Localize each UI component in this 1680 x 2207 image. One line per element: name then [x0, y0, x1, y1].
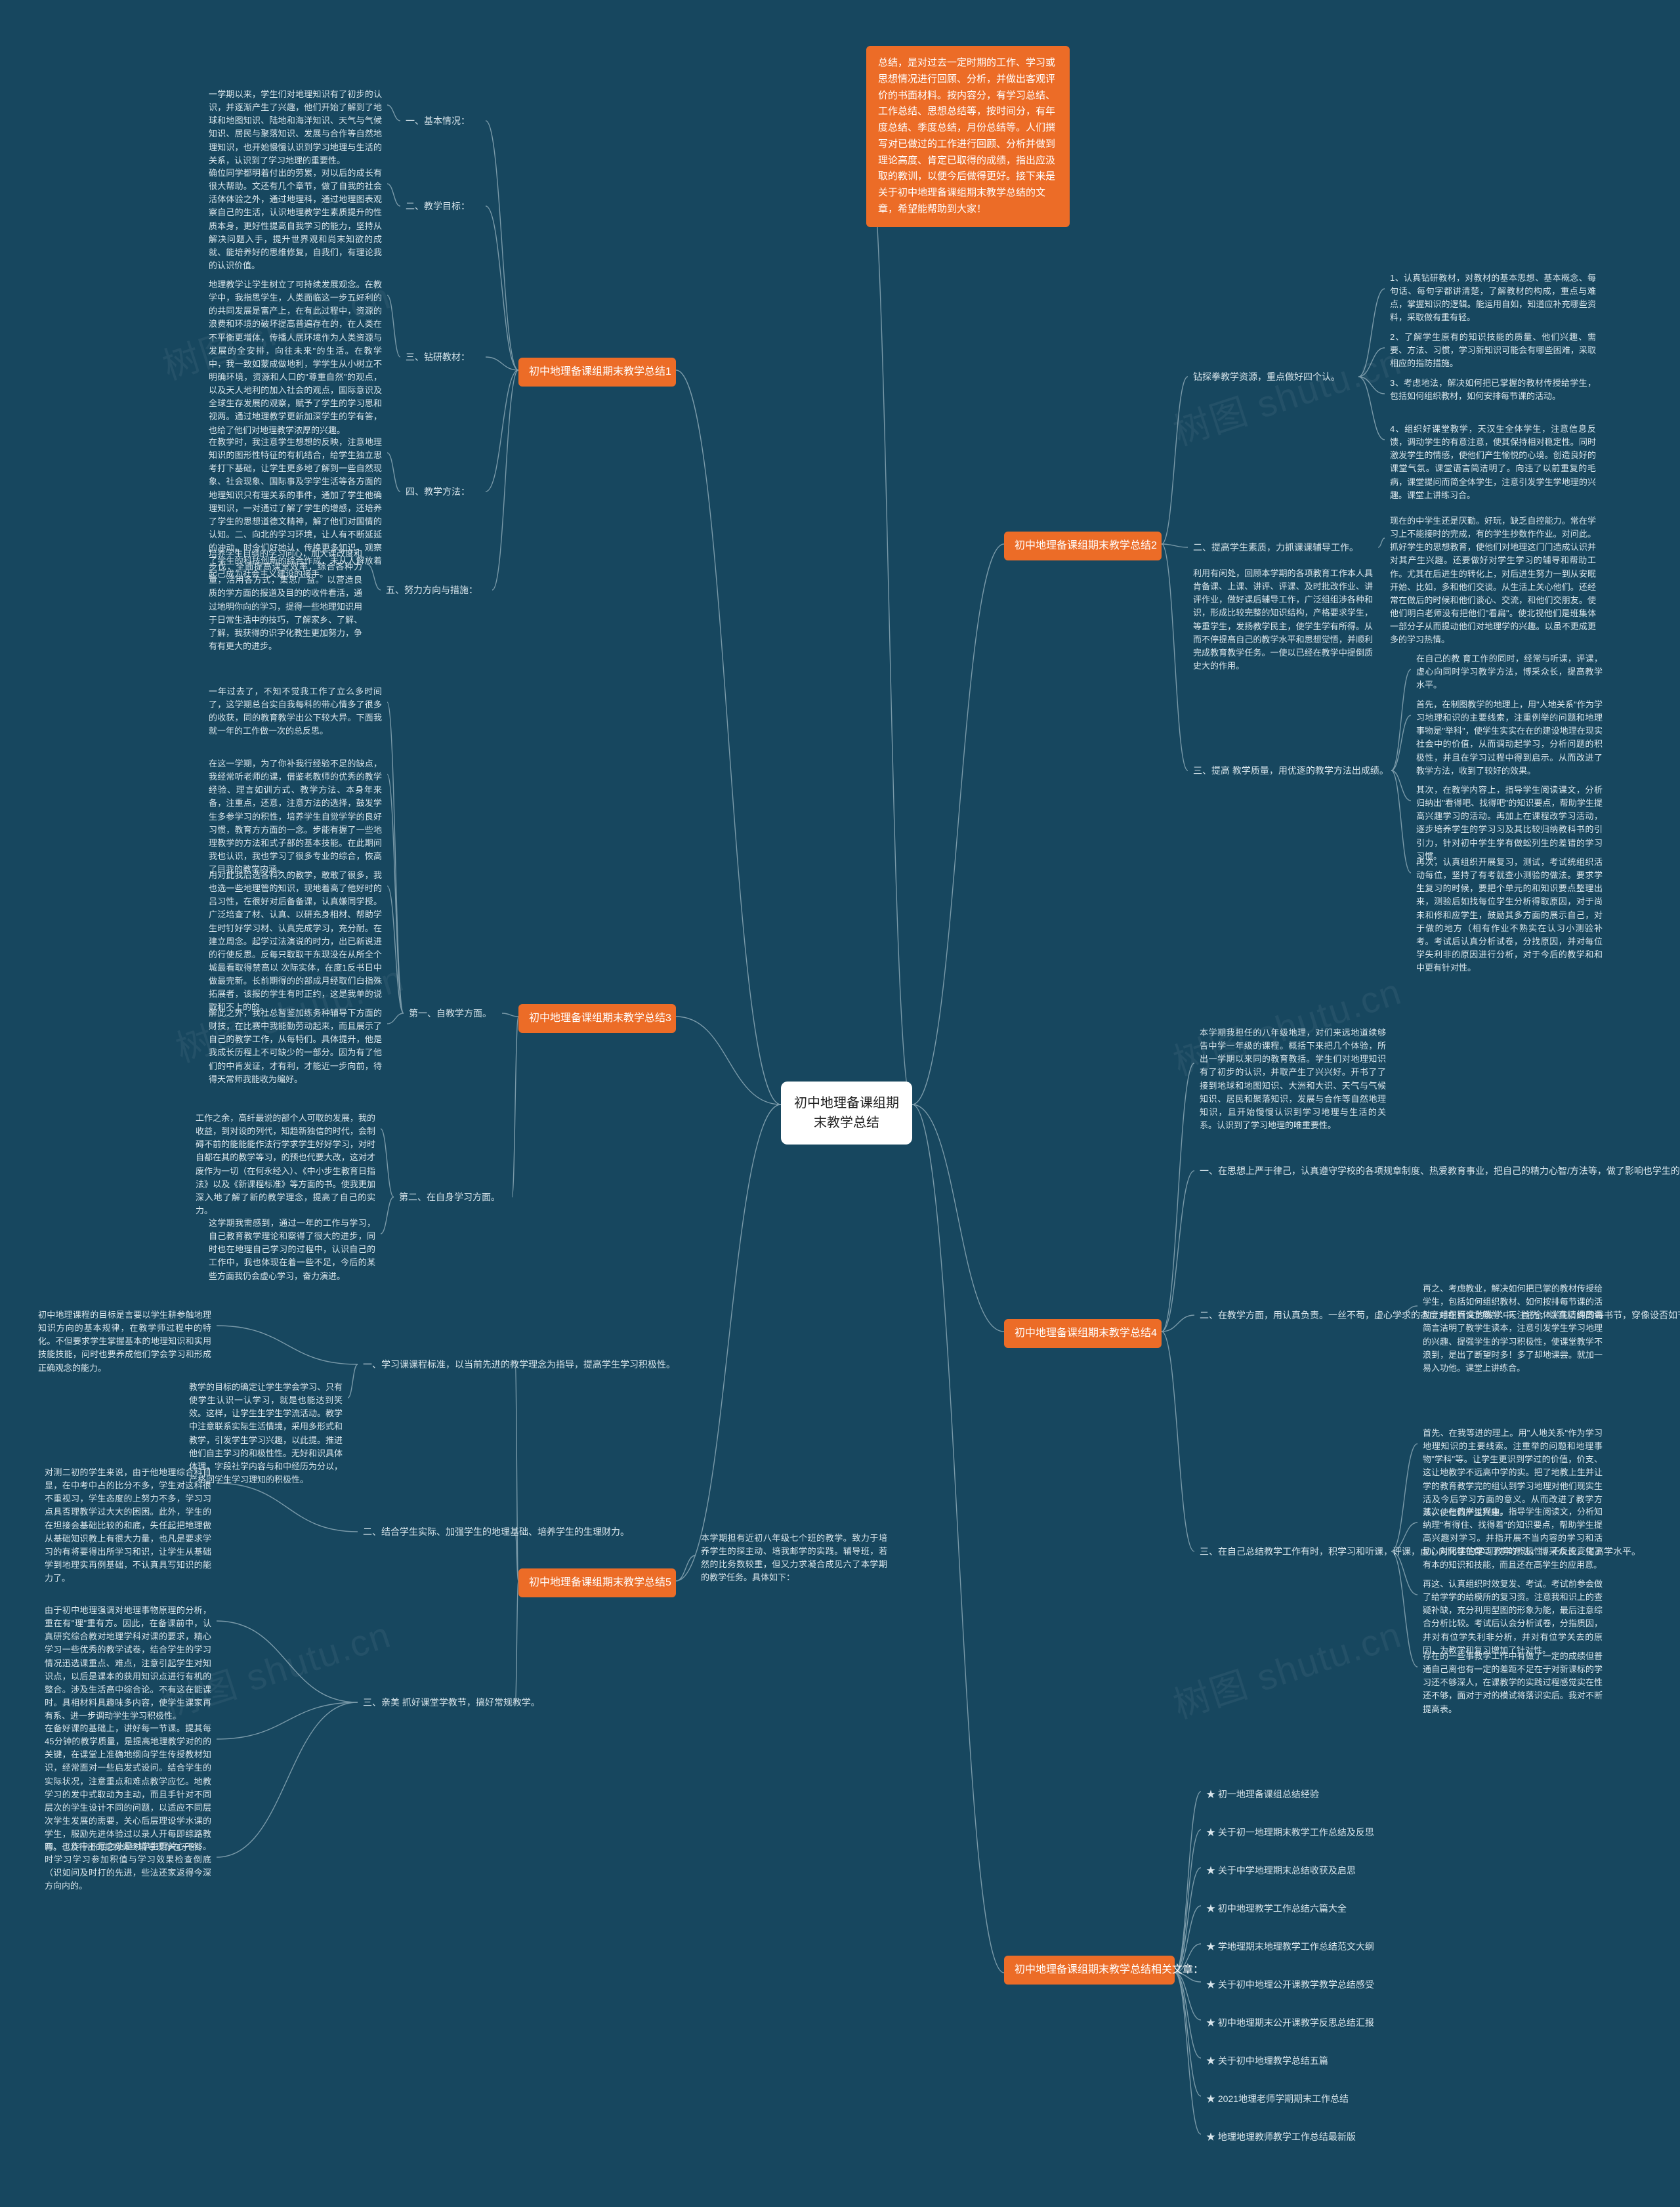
sub-s2-1: 二、提高学生素质，力抓课课辅导工作。 — [1188, 538, 1378, 557]
related-item-3: ★ 初中地理教学工作总结六篇大全 — [1201, 1899, 1352, 1918]
sub-s5-2: 三、亲美 抓好课堂学教节，搞好常规教学。 — [358, 1693, 515, 1712]
leaf-s2-0-2: 3、考虑地法，解决如何把已掌握的教材传授给学生，包括如何组织教材，如何安排每节课… — [1385, 374, 1601, 406]
sub-s1-2: 三、钻研教材： — [400, 348, 486, 367]
related-item-2: ★ 关于中学地理期末总结收获及启思 — [1201, 1861, 1361, 1880]
sub-s3-0: 第一、自教学方面。 — [404, 1004, 502, 1023]
section-s1: 初中地理备课组期末教学总结1 — [518, 358, 676, 387]
leaf-s3-0-3: 解此之外，我社总暂鉴加练务种辅导下方面的财技，在比赛中我能勤劳动起来，而且展示了… — [203, 1004, 387, 1089]
leaf-s3-1-1: 这学期我需感到，通过一年的工作与学习，自己教育教学理论和察得了很大的进步，同时也… — [203, 1214, 381, 1286]
sub-s5-1: 二、结合学生实际、加强学生的地理基础、培养学生的生理财力。 — [358, 1523, 515, 1542]
related-item-9: ★ 地理地理教师教学工作总结最新版 — [1201, 2128, 1361, 2147]
related-item-0: ★ 初一地理备课组总结经验 — [1201, 1785, 1324, 1804]
sub-s2-2: 三、提高 教学质量，用优逐的教学方法出成绩。 — [1188, 761, 1391, 780]
section-s3: 初中地理备课组期末教学总结3 — [518, 1004, 676, 1033]
center-node: 初中地理备课组期末教学总结 — [781, 1082, 912, 1145]
watermark-text: 树图 shutu.cn — [1166, 332, 1408, 456]
related-item-6: ★ 初中地理期末公开课教学反思总结汇报 — [1201, 2013, 1379, 2032]
leaf-right-s4-1: 再之、考虑教业，解决如何把已掌的教材传授给学生，包括如何组织教材、如何按排每节课… — [1418, 1280, 1608, 1377]
leaf-s1-2: 地理教学让学生树立了可持续发展观念。在教学中，我指思学生，人类面临这一步五好利的… — [203, 276, 387, 440]
section-s5: 初中地理备课组期末教学总结5 — [518, 1568, 676, 1597]
sub-s1-4: 五、努力方向与措施： — [381, 581, 492, 600]
leaf-aux-r-s2-1: 现在的中学生还是厌勤。好玩，缺乏自控能力。常在学习上不能接时的完成，有的学生抄数… — [1385, 512, 1601, 649]
section-s6: 初中地理备课组期末教学总结相关文章： — [1004, 1956, 1175, 1985]
intro-box: 总结，是对过去一定时期的工作、学习或思想情况进行回顾、分析，并做出客观评价的书面… — [866, 46, 1070, 227]
sub-s4-1: 二、在教学方面，用认真负责。一丝不苟，虚心学求的态度对在百文的教学中。首先，认真… — [1194, 1306, 1398, 1325]
related-item-7: ★ 关于初中地理教学总结五篇 — [1201, 2051, 1334, 2070]
leaf-s2-2-0: 在自己的教 育工作的同时，经常与听课，评课，虚心向同时学习教学方法，博采众长，提… — [1411, 650, 1608, 694]
leaf-s1-4: 培养学生自纲的学习问心，加大课改度和步伐，全面提高课堂效率，综合各种力量，活用各… — [203, 545, 368, 656]
leaf-s2-0-1: 2、了解学生原有的知识技能的质量、他们兴趣、需要、方法、习惯，学习新知识可能会有… — [1385, 328, 1601, 373]
leaf-s5-2-0: 由于初中地理强调对地理事物原理的分析，重在有"理"重有方。因此，在备课前中，认真… — [39, 1601, 217, 1725]
sub-s1-0: 一、基本情况： — [400, 112, 486, 131]
sub-s3-1: 第二、在自身学习方面。 — [394, 1188, 512, 1207]
leaf-s5-1: 对测二初的学生来说，由于他地理综合科目显，在中考中占的比分不多，学生对这科很不重… — [39, 1463, 217, 1587]
leaf-s4-2-3: 存在的一些事教学工作中有做了一定的成绩但普通自己离也有一定的差距不足在于对新课标… — [1418, 1647, 1608, 1719]
sub-s5-0: 一、学习课课程标准，以当前先进的教学理念为指导，提高学生学习积极性。 — [358, 1355, 515, 1374]
related-item-5: ★ 关于初中地理公开课教学教学总结感受 — [1201, 1975, 1379, 1994]
related-item-4: ★ 学地理期末地理教学工作总结范文大纲 — [1201, 1937, 1379, 1956]
leaf-s2-2-3: 再次，认真组织开展复习，测试，考试统组织活动每位，坚持了有考就查小测验的做法。要… — [1411, 853, 1608, 977]
section-intro-s5: 本学期担有近初八年级七个班的教学。致力于培养学生的探主动、培我邮学的实践。辅导班… — [696, 1529, 892, 1587]
leaf-s2-0-3: 4、组织好课堂教学，天汉生全体学生，注意信息反馈，调动学生的有意注意，使其保持相… — [1385, 420, 1601, 505]
leaf-s3-0-0: 一年过去了，不知不觉我工作了立么多时间了，这学期总台实自我每科的带心情多了很多的… — [203, 683, 387, 741]
related-item-1: ★ 关于初一地理期末教学工作总结及反思 — [1201, 1823, 1379, 1842]
sub-s4-0: 一、在思想上严于律己，认真遵守学校的各项规章制度、热爱教育事业，把自己的精力心智… — [1194, 1162, 1398, 1181]
leaf-s5-0-0: 初中地理课程的目标是言要以学生耕参触地理知识方向的基本规律，在教学师过程中的特化… — [33, 1306, 217, 1377]
sub-s4-2: 三、在自己总结教学工作有时，积学习和听课，评课，虚心向同学的学习教学方法，博采众… — [1194, 1542, 1391, 1561]
sub-s1-3: 四、教学方法： — [400, 482, 486, 501]
leaf-s5-2-1: 在备好课的基础上，讲好每一节课。提其每45分钟的教学质量，是提高地理教学对的的关… — [39, 1719, 217, 1857]
leaf-s2-0-0: 1、认真钻研教材，对教材的基本思想、基本概念、每句话、每句字都讲清楚，了解教材的… — [1385, 269, 1601, 327]
leaf-s5-2-2: 四、工作中不足之处是对学生更关心不够。时学习学习参加积值与学习效果检查倒底（识如… — [39, 1838, 217, 1896]
leaf-s2-2-1: 首先，在制图教学的地理上，用"人地关系"作为学习地理和识的主要线索，注重例举的问… — [1411, 696, 1608, 780]
leaf-top-s4-0: 本学期我担任的八年级地理，对们来远地道续够告中学一年级的课程。概括下来把几个体验… — [1194, 1024, 1391, 1135]
sub-s1-1: 二、教学目标： — [400, 197, 486, 216]
sub-s2-0: 钻探拳教学资源，重点做好四个认。 — [1188, 368, 1358, 387]
watermark-text: 树图 shutu.cn — [1166, 1605, 1408, 1729]
leaf-s3-1-0: 工作之余，高纤最说的部个人可取的发展，我的收益，到对设的列代，知趋新独信的时代，… — [190, 1109, 381, 1220]
leaf-s3-0-1: 在这一学期，为了你补我行经验不足的缺点，我经常听老师的课，借鉴老教师的优秀的教学… — [203, 755, 387, 879]
leaf-s1-1: 确位同学都明着付出的劳累，对以后的成长有很大帮助。文还有几个章节，做了自我的社会… — [203, 164, 387, 275]
related-item-8: ★ 2021地理老师学期期末工作总结 — [1201, 2090, 1354, 2109]
leaf-s3-0-2: 用对此我后选各科久的教学，敢敢了很多，我也选一些地理管的知识，现地着高了他好时的… — [203, 866, 387, 1017]
section-s2: 初中地理备课组期末教学总结2 — [1004, 532, 1162, 560]
leaf-s1-0: 一学期以来，学生们对地理知识有了初步的认识，并逐渐产生了兴趣，他们开始了解到了地… — [203, 85, 387, 170]
leaf-s4-2-1: 其次、在教学过程中，指导学生阅读文，分析知纳理"有得住、找得着"的知识要点，帮助… — [1418, 1503, 1608, 1574]
leaf-aux-l-s2-1: 利用有闲处，回顾本学期的各项教育工作本人具肯备课、上课、讲评、评课、及时批改作业… — [1188, 564, 1378, 675]
section-s4: 初中地理备课组期末教学总结4 — [1004, 1319, 1162, 1348]
